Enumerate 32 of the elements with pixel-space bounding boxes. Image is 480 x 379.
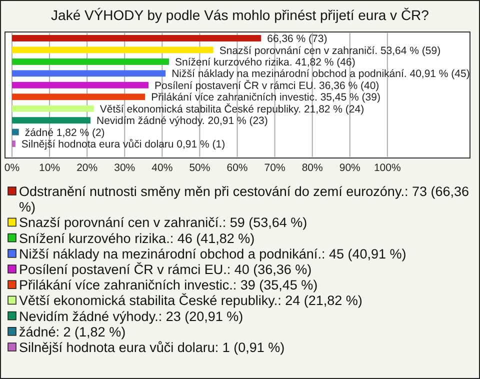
x-tick-label: 60% <box>226 162 248 174</box>
legend-label: Posílení postavení ČR v rámci EU.: 40 (36,36 %) <box>19 262 312 277</box>
x-tick-label: 40% <box>152 162 173 174</box>
x-tick-label: 50% <box>189 162 210 174</box>
legend-label: Nevidím žádné výhody.: 23 (20,91 %) <box>19 308 244 324</box>
legend-label: Větší ekonomická stabilita České republiky.: 24 (21,82 %) <box>19 293 362 308</box>
data-label: Silnější hodnota eura vůči dolaru 0,91 % (1) <box>21 138 226 151</box>
data-label: Snazší porovnání cen v zahraničí. 53,64 % (59) <box>219 44 441 57</box>
legend-label: Silnější hodnota eura vůči dolaru: 1 (0,91 %) <box>19 340 285 355</box>
x-tick-label: 20% <box>76 162 98 174</box>
data-label: žádné 1,82 % (2) <box>24 126 105 139</box>
legend-label: Nižší náklady na mezinárodní obchod a podnikání.: 45 (40,91 %) <box>19 246 406 262</box>
data-label: Větší ekonomická stabilita České republiky. 21,82 % (24) <box>100 102 364 116</box>
x-tick-label: 10% <box>39 162 60 174</box>
x-tick-label: 0% <box>4 162 20 174</box>
x-tick-label: 70% <box>264 162 286 174</box>
chart-title: Jaké VÝHODY by podle Vás mohlo přinést přijetí eura v ČR? <box>51 7 430 23</box>
x-tick-label: 80% <box>302 162 323 174</box>
legend-label: Odstranění nutnosti směny měn při cestování do zemí eurozóny.: 73 (66,36 %) <box>19 184 469 215</box>
x-tick-label: 100% <box>374 162 401 174</box>
legend-label: žádné: 2 (1,82 %) <box>19 324 126 340</box>
data-label: Snížení kurzového rizika. 41,82 % (46) <box>174 56 356 68</box>
data-label: Přilákání více zahraničních investic. 35,45 % (39) <box>151 92 380 104</box>
legend-label: Přilákání více zahraničních investic.: 39 (35,45 %) <box>19 278 318 293</box>
legend-label: Snížení kurzového rizika.: 46 (41,82 %) <box>19 230 255 246</box>
x-tick-label: 90% <box>339 162 360 174</box>
data-label: Posílení postavení ČR v rámci EU. 36,36 % (40) <box>154 78 380 92</box>
legend-label: Snazší porovnání cen v zahraničí.: 59 (53,64 %) <box>19 215 308 230</box>
data-label: Nižší náklady na mezinárodní obchod a podnikání. 40,91 % (45) <box>172 68 470 80</box>
data-label: Nevidím žádné výhody. 20,91 % (23) <box>96 115 268 128</box>
x-tick-label: 30% <box>114 162 136 174</box>
data-label: 66,36 % (73) <box>267 33 328 46</box>
